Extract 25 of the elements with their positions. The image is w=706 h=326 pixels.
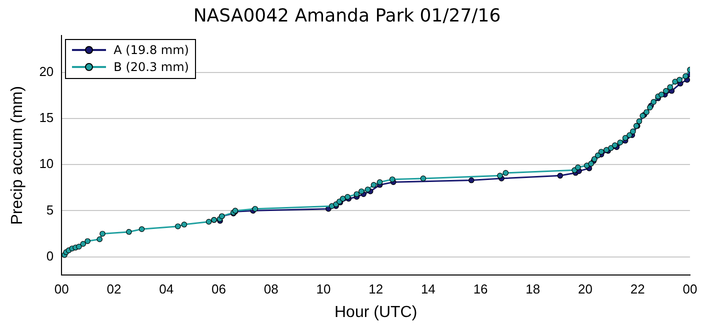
x-tick-label: 18 bbox=[526, 282, 540, 297]
x-tick-label: 06 bbox=[212, 282, 226, 297]
y-tick-label: 10 bbox=[39, 156, 54, 172]
x-tick-label: 14 bbox=[420, 282, 436, 297]
x-tick-label: 20 bbox=[578, 282, 593, 297]
x-tick-label: 22 bbox=[630, 282, 645, 297]
y-tick-label: 20 bbox=[39, 64, 54, 80]
x-tick-label: 00 bbox=[54, 282, 69, 297]
point bbox=[468, 177, 474, 184]
x-tick-label: 02 bbox=[106, 282, 122, 297]
x-tick-label: 04 bbox=[159, 282, 174, 297]
x-tick-label: 16 bbox=[473, 282, 488, 297]
x-tick-label: 08 bbox=[264, 282, 278, 297]
x-tick-label: 00 bbox=[682, 282, 698, 297]
y-tick-label: 15 bbox=[39, 110, 54, 126]
point bbox=[557, 172, 564, 179]
y-tick-label: 0 bbox=[46, 248, 54, 264]
y-tick-label: 5 bbox=[46, 202, 54, 218]
x-tick-label: 12 bbox=[368, 282, 384, 297]
legend-label: B (20.3 mm) bbox=[114, 58, 189, 76]
x-axis-title: Hour (UTC) bbox=[334, 304, 418, 321]
x-tick-label: 10 bbox=[316, 282, 331, 297]
chart-title: NASA0042 Amanda Park 01/27/16 bbox=[193, 5, 501, 26]
y-axis-title: Precip accum (mm) bbox=[9, 86, 26, 225]
legend-label: A (19.8 mm) bbox=[114, 42, 189, 59]
